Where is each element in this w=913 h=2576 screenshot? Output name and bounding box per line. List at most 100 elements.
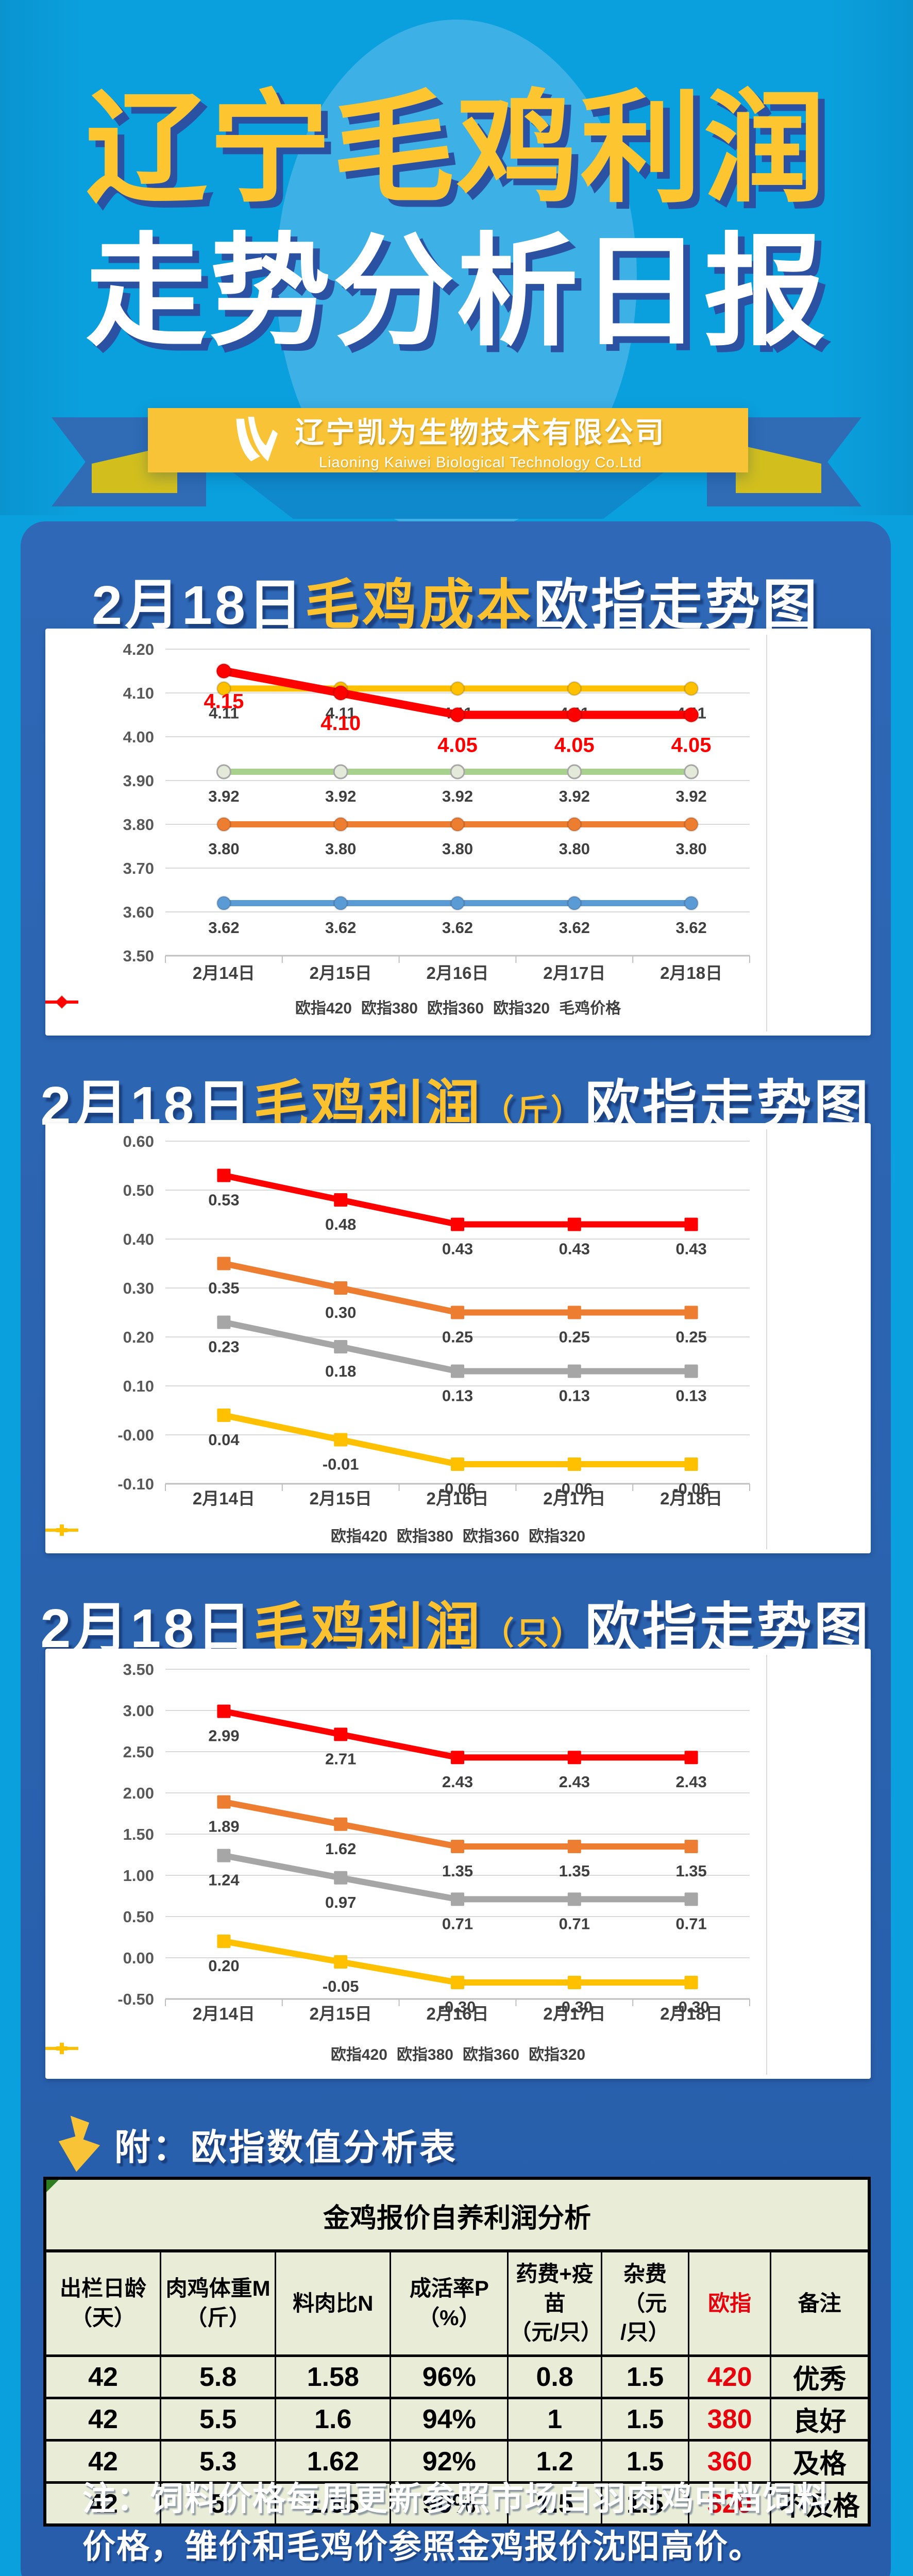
table-cell: 1.62 [275, 2439, 391, 2483]
svg-text:2月17日: 2月17日 [543, 2004, 605, 2023]
legend-label: 欧指320 [529, 2046, 586, 2063]
svg-text:2月18日: 2月18日 [660, 1489, 722, 1508]
svg-text:-0.50: -0.50 [117, 1990, 154, 2008]
svg-text:4.15: 4.15 [204, 690, 244, 713]
svg-text:-0.05: -0.05 [323, 1977, 359, 1995]
svg-text:-0.10: -0.10 [117, 1475, 154, 1493]
table-cell: 5.8 [160, 2354, 276, 2398]
table-header-cell: 欧指 [687, 2252, 771, 2356]
svg-text:4.10: 4.10 [123, 684, 154, 702]
svg-text:3.00: 3.00 [123, 1702, 154, 1720]
svg-text:3.80: 3.80 [208, 840, 239, 858]
table-title: 金鸡报价自养利润分析 [46, 2180, 868, 2252]
svg-text:3.62: 3.62 [325, 919, 356, 937]
excel-corner-artifact [46, 2180, 59, 2192]
svg-text:3.80: 3.80 [675, 840, 706, 858]
svg-text:2月18日: 2月18日 [660, 2004, 722, 2023]
legend-item: 欧指360 [45, 995, 484, 1018]
svg-text:1.35: 1.35 [559, 1862, 590, 1880]
svg-text:4.05: 4.05 [554, 734, 595, 757]
legend-marker-icon [45, 2043, 78, 2054]
table-header-cell: 成活率P （%） [390, 2252, 508, 2356]
legend-label: 欧指420 [295, 1000, 352, 1017]
table-header-cell: 杂费（元/只） [601, 2252, 689, 2356]
svg-text:2月16日: 2月16日 [426, 963, 488, 982]
svg-text:0.50: 0.50 [123, 1181, 154, 1199]
table-cell: 及格 [770, 2439, 868, 2483]
svg-text:1.62: 1.62 [325, 1840, 356, 1858]
svg-text:3.50: 3.50 [123, 947, 154, 965]
table-cell: 5.3 [160, 2439, 276, 2483]
table-cell: 96% [390, 2354, 508, 2398]
legend-item: 欧指320 [45, 1523, 585, 1546]
svg-text:2月14日: 2月14日 [193, 2004, 255, 2023]
company-banner: 辽宁凯为生物技术有限公司 Liaoning Kaiwei Biological … [0, 402, 913, 567]
title-part: （只） [482, 1615, 585, 1651]
svg-text:3.70: 3.70 [123, 859, 154, 877]
table-header-cell: 药费+疫苗 （元/只） [507, 2252, 602, 2356]
cost-chart-legend: 欧指420 欧指380 欧指360 欧指320 毛鸡价格 [45, 995, 871, 1018]
svg-text:4.00: 4.00 [123, 728, 154, 746]
svg-text:3.80: 3.80 [325, 840, 356, 858]
legend-item: 欧指360 [45, 2042, 519, 2064]
svg-text:2月16日: 2月16日 [426, 2004, 488, 2023]
svg-text:-0.30: -0.30 [439, 1998, 476, 2016]
svg-text:4.11: 4.11 [209, 704, 239, 722]
svg-text:2月14日: 2月14日 [193, 963, 255, 982]
legend-item: 欧指380 [45, 2042, 453, 2064]
table-header-cell: 肉鸡体重M （斤） [160, 2252, 276, 2356]
company-name-en: Liaoning Kaiwei Biological Technology Co… [318, 454, 643, 471]
company-banner-plate: 辽宁凯为生物技术有限公司 Liaoning Kaiwei Biological … [148, 408, 748, 472]
svg-text:0.23: 0.23 [208, 1338, 239, 1356]
profit-jin-chart-card: 0.60 0.50 0.40 0.30 0.20 0.10 -0.00 -0.10 2月14日 2… [45, 1123, 871, 1553]
legend-label: 欧指380 [396, 1528, 453, 1545]
svg-text:2.43: 2.43 [675, 1773, 706, 1791]
svg-text:0.35: 0.35 [208, 1279, 239, 1297]
svg-text:0.25: 0.25 [559, 1328, 590, 1346]
svg-text:0.48: 0.48 [325, 1215, 356, 1233]
cost-chart-card: 4.20 4.10 4.00 3.90 3.80 3.70 3.60 3.50 2月14日 2月1… [45, 629, 871, 1036]
svg-text:2.43: 2.43 [559, 1773, 590, 1791]
table-cell: 42 [46, 2354, 161, 2398]
svg-text:-0.30: -0.30 [556, 1998, 593, 2016]
table-body: 42 5.8 1.58 96% 0.8 1.5 420 优秀 42 5.5 1.6 94% 1 1.5 38… [46, 2354, 868, 2524]
legend-label: 欧指360 [463, 1528, 520, 1545]
svg-text:3.62: 3.62 [675, 919, 706, 937]
svg-text:3.90: 3.90 [123, 772, 154, 790]
svg-text:3.92: 3.92 [325, 787, 356, 805]
legend-item: 欧指420 [45, 1523, 387, 1546]
legend-item: 欧指360 [45, 1523, 520, 1546]
content-panel: 2月18日毛鸡成本欧指走势图 4.20 4.10 4.00 3.90 3.80 3.70 3… [21, 521, 891, 2576]
legend-label: 毛鸡价格 [559, 1000, 621, 1017]
svg-text:2月17日: 2月17日 [543, 963, 605, 982]
legend-item: 欧指320 [45, 995, 550, 1018]
legend-item: 欧指320 [45, 2042, 586, 2064]
table-cell: 5 [160, 2481, 276, 2524]
analysis-table-header-text: 附：欧指数值分析表 [114, 2127, 458, 2167]
svg-text:1.35: 1.35 [442, 1862, 473, 1880]
title-part: 毛鸡成本 [305, 575, 534, 636]
table-cell: 1.6 [275, 2397, 391, 2441]
table-row: 42 5.3 1.62 92% 1.2 1.5 360 及格 [46, 2439, 868, 2483]
svg-text:-0.01: -0.01 [323, 1455, 359, 1473]
legend-label: 欧指420 [330, 2046, 387, 2063]
svg-text:2月16日: 2月16日 [426, 1489, 488, 1508]
ribbon-tail [233, 472, 664, 519]
svg-text:2.50: 2.50 [123, 1743, 154, 1761]
table-cell: 42 [46, 2481, 161, 2524]
legend-label: 欧指360 [427, 1000, 484, 1017]
profit-zhi-chart-card: 3.50 3.00 2.50 2.00 1.50 1.00 0.50 0.00 -0.50 2月1… [45, 1649, 871, 2079]
svg-text:-0.00: -0.00 [117, 1426, 154, 1444]
svg-text:-0.06: -0.06 [673, 1480, 709, 1498]
title-part: （斤） [482, 1093, 585, 1129]
svg-text:3.50: 3.50 [123, 1660, 154, 1679]
section-title-cost: 2月18日毛鸡成本欧指走势图 [21, 561, 891, 640]
title-part: 2月18日 [92, 575, 305, 636]
table-cell: 90% [390, 2481, 508, 2524]
svg-text:0.53: 0.53 [208, 1191, 239, 1209]
svg-text:2.00: 2.00 [123, 1784, 154, 1802]
svg-text:0.30: 0.30 [325, 1303, 356, 1321]
legend-marker-icon [45, 996, 78, 1008]
table-cell: 1.5 [507, 2481, 602, 2524]
svg-text:3.80: 3.80 [442, 840, 473, 858]
